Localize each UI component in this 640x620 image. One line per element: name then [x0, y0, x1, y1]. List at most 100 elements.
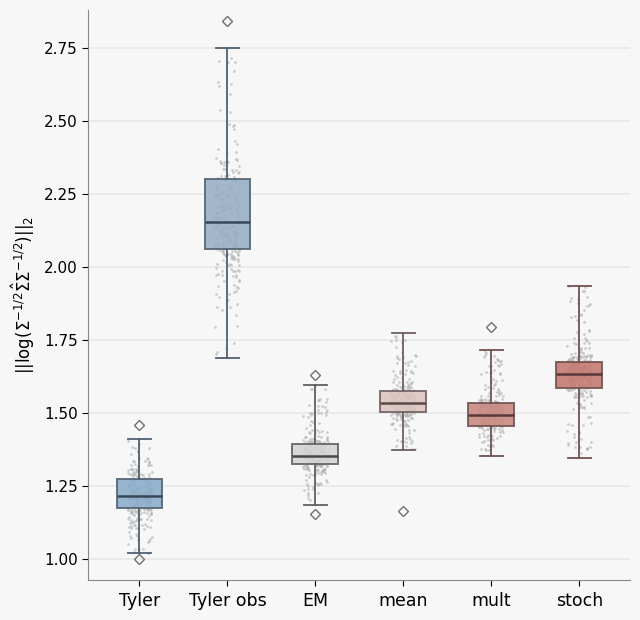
Point — [476, 420, 486, 430]
Point — [317, 459, 327, 469]
Point — [229, 229, 239, 239]
Point — [322, 443, 332, 453]
Point — [586, 438, 596, 448]
Point — [126, 521, 136, 531]
Point — [225, 53, 236, 63]
Point — [141, 521, 152, 531]
Point — [586, 371, 596, 381]
Point — [408, 398, 419, 408]
Point — [315, 394, 325, 404]
Point — [572, 339, 582, 348]
Point — [126, 506, 136, 516]
Point — [230, 266, 241, 276]
Point — [141, 489, 151, 499]
Point — [128, 487, 138, 497]
Point — [386, 391, 396, 401]
Point — [404, 403, 415, 413]
Point — [407, 405, 417, 415]
Point — [575, 351, 585, 361]
Point — [124, 539, 134, 549]
Point — [494, 368, 504, 378]
Point — [398, 402, 408, 412]
Point — [481, 348, 491, 358]
Point — [403, 381, 413, 391]
Point — [303, 448, 314, 458]
Point — [387, 419, 397, 429]
Point — [133, 509, 143, 519]
Point — [225, 237, 235, 247]
Point — [316, 426, 326, 436]
Point — [578, 381, 588, 391]
Point — [584, 371, 595, 381]
Point — [128, 492, 138, 502]
Point — [584, 339, 594, 348]
Point — [146, 508, 156, 518]
Point — [123, 502, 133, 512]
Point — [396, 399, 406, 409]
Point — [318, 448, 328, 458]
Point — [392, 353, 402, 363]
Point — [299, 449, 309, 459]
Point — [402, 393, 412, 403]
Point — [145, 523, 156, 533]
Point — [474, 422, 484, 432]
Point — [221, 191, 232, 201]
Point — [222, 156, 232, 166]
Point — [579, 348, 589, 358]
Point — [389, 394, 399, 404]
Point — [572, 352, 582, 362]
Point — [478, 408, 488, 418]
Point — [312, 456, 322, 466]
Point — [474, 405, 484, 415]
Point — [484, 388, 494, 398]
Point — [231, 164, 241, 174]
Point — [308, 471, 318, 480]
Point — [138, 544, 148, 554]
Point — [144, 501, 154, 511]
Point — [221, 190, 231, 200]
Point — [394, 397, 404, 407]
Point — [145, 479, 155, 489]
Point — [322, 461, 332, 471]
Point — [140, 519, 150, 529]
Point — [387, 388, 397, 397]
Point — [396, 398, 406, 408]
Point — [570, 392, 580, 402]
Point — [401, 412, 412, 422]
Point — [390, 404, 400, 414]
Point — [474, 421, 484, 431]
Point — [305, 451, 315, 461]
Point — [124, 482, 134, 492]
Point — [211, 348, 221, 358]
Point — [484, 403, 494, 413]
Point — [486, 399, 496, 409]
Point — [141, 498, 152, 508]
Point — [145, 493, 155, 503]
Point — [212, 174, 222, 184]
Point — [129, 520, 139, 529]
Point — [392, 352, 403, 361]
Point — [317, 465, 327, 475]
Point — [580, 388, 591, 397]
Point — [389, 401, 399, 410]
Point — [390, 331, 401, 341]
Point — [585, 377, 595, 387]
Point — [497, 408, 507, 418]
Point — [407, 396, 417, 405]
Point — [409, 400, 419, 410]
Point — [406, 389, 417, 399]
Point — [316, 461, 326, 471]
Point — [302, 448, 312, 458]
Point — [394, 388, 404, 397]
Point — [220, 164, 230, 174]
Point — [409, 395, 419, 405]
Point — [128, 487, 138, 497]
Point — [389, 399, 399, 409]
Point — [563, 419, 573, 429]
Point — [298, 445, 308, 454]
Point — [484, 409, 495, 419]
Point — [129, 467, 140, 477]
Point — [498, 427, 508, 437]
Point — [308, 438, 318, 448]
Point — [229, 120, 239, 130]
